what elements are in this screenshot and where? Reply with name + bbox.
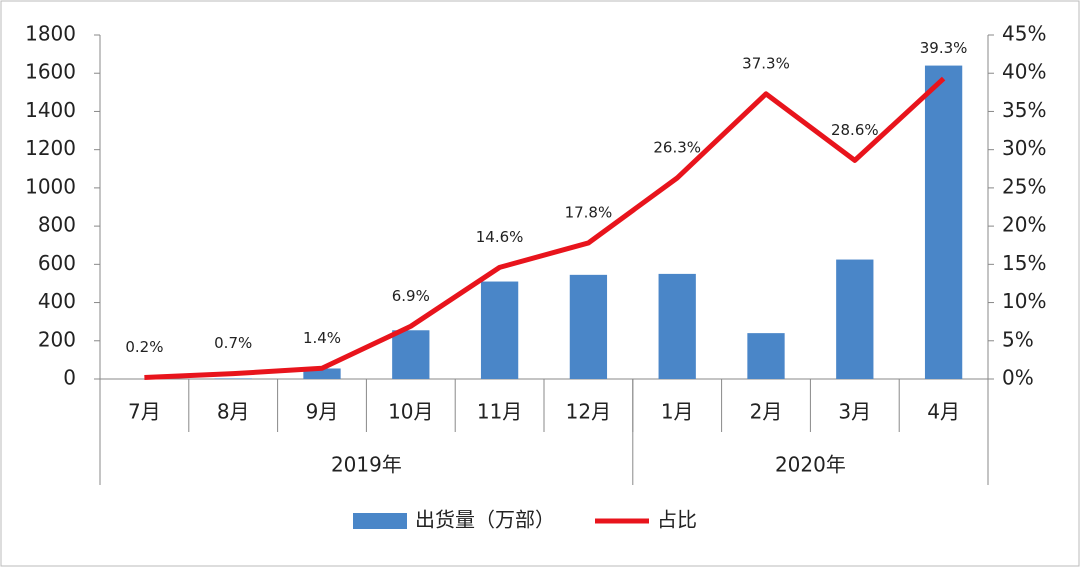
legend-label: 占比 xyxy=(657,508,697,532)
y-tick-label: 200 xyxy=(38,327,76,351)
y-tick-label: 0 xyxy=(63,366,76,390)
y2-tick-label: 35% xyxy=(1002,98,1046,122)
x-tick-label: 4月 xyxy=(927,400,960,424)
value-label: 6.9% xyxy=(392,287,430,305)
y2-tick-label: 45% xyxy=(1002,22,1046,46)
bar xyxy=(569,274,608,379)
bar xyxy=(924,65,963,380)
x-tick-label: 12月 xyxy=(566,400,611,424)
y-tick-label: 400 xyxy=(38,289,76,313)
y-tick-label: 1600 xyxy=(25,60,76,84)
x-tick-label: 8月 xyxy=(217,400,250,424)
y2-tick-label: 0% xyxy=(1002,366,1034,390)
x-tick-label: 3月 xyxy=(838,400,871,424)
value-label: 1.4% xyxy=(303,329,341,347)
x-tick-label: 9月 xyxy=(306,400,339,424)
y-tick-label: 1000 xyxy=(25,174,76,198)
bar xyxy=(303,368,341,379)
bar xyxy=(214,378,252,379)
bar xyxy=(480,281,519,379)
value-label: 14.6% xyxy=(476,228,524,246)
y2-tick-label: 40% xyxy=(1002,60,1046,84)
y2-tick-label: 5% xyxy=(1002,327,1034,351)
x-tick-label: 2月 xyxy=(750,400,783,424)
value-label: 28.6% xyxy=(831,121,879,139)
group-label: 2020年 xyxy=(775,453,846,477)
y2-tick-label: 30% xyxy=(1002,136,1046,160)
legend-label: 出货量（万部） xyxy=(415,508,555,532)
y-tick-label: 1800 xyxy=(25,22,76,46)
y-tick-label: 1200 xyxy=(25,136,76,160)
bar xyxy=(747,333,785,379)
y2-tick-label: 20% xyxy=(1002,213,1046,237)
x-tick-label: 11月 xyxy=(477,400,522,424)
value-label: 0.7% xyxy=(214,334,252,352)
bar xyxy=(836,259,874,379)
y2-tick-label: 15% xyxy=(1002,251,1046,275)
value-label: 17.8% xyxy=(565,203,613,221)
bar xyxy=(392,330,430,379)
y-tick-label: 600 xyxy=(38,251,76,275)
x-tick-label: 1月 xyxy=(661,400,694,424)
legend-swatch xyxy=(353,513,407,529)
y2-tick-label: 25% xyxy=(1002,174,1046,198)
value-label: 0.2% xyxy=(125,338,163,356)
y2-tick-label: 10% xyxy=(1002,289,1046,313)
line xyxy=(144,76,946,380)
bar xyxy=(658,273,696,379)
value-label: 37.3% xyxy=(742,54,790,72)
x-tick-label: 10月 xyxy=(388,400,433,424)
y-tick-label: 1400 xyxy=(25,98,76,122)
x-tick-label: 7月 xyxy=(128,400,161,424)
group-label: 2019年 xyxy=(331,453,402,477)
value-label: 26.3% xyxy=(653,138,701,156)
value-label: 39.3% xyxy=(920,39,968,57)
y-tick-label: 800 xyxy=(38,213,76,237)
